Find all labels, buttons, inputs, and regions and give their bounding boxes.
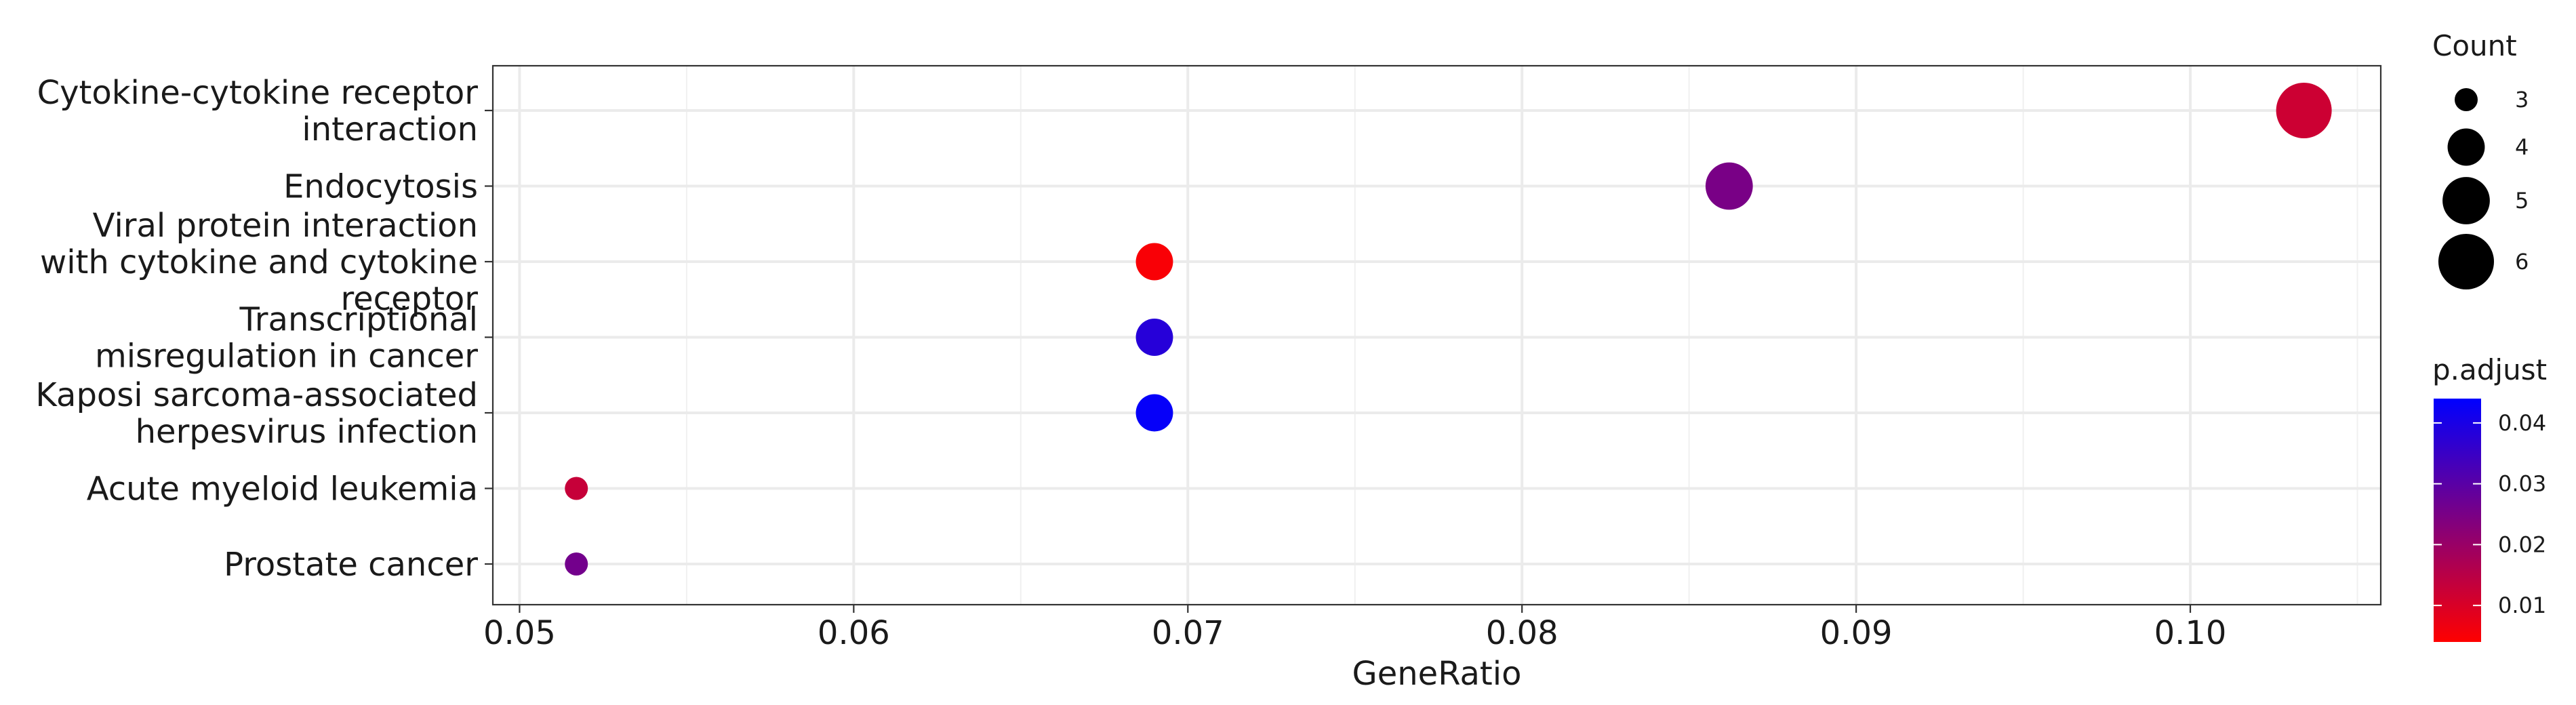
data-points (565, 83, 2332, 576)
data-point (1135, 243, 1173, 281)
x-tick-label: 0.08 (1486, 614, 1558, 652)
data-point (2276, 83, 2332, 138)
count-legend-key (2455, 88, 2478, 111)
count-size-legend: Count 3 4 5 6 (2432, 29, 2529, 289)
p-adjust-legend-label: 0.02 (2498, 531, 2546, 557)
x-tick-label: 0.07 (1152, 614, 1224, 652)
data-point (1135, 319, 1173, 356)
data-point (565, 552, 588, 576)
data-point (565, 477, 588, 500)
y-category-label: Viral protein interaction with cytokine a… (40, 207, 478, 318)
major-vertical-gridlines (518, 66, 2192, 605)
y-category-label: Prostate cancer (224, 546, 478, 584)
major-horizontal-gridlines (493, 109, 2381, 565)
count-legend-label: 3 (2515, 87, 2529, 113)
x-tick-label: 0.05 (483, 614, 556, 652)
y-category-label: Kaposi sarcoma-associated herpesvirus inf… (35, 376, 478, 451)
y-axis: Cytokine-cytokine receptor interaction End… (35, 74, 493, 584)
x-tick-label: 0.10 (2154, 614, 2227, 652)
y-category-label: Transcriptional misregulation in cancer (95, 301, 478, 376)
p-adjust-legend-title: p.adjust (2432, 353, 2547, 386)
data-point (1705, 162, 1753, 210)
count-legend-key (2442, 177, 2490, 224)
p-adjust-color-legend: p.adjust 0.01 0.02 0.03 0.04 (2432, 353, 2547, 642)
count-legend-label: 6 (2515, 249, 2529, 275)
p-adjust-legend-label: 0.03 (2498, 471, 2546, 497)
count-legend-label: 5 (2515, 188, 2529, 214)
x-axis-title: GeneRatio (1352, 655, 1522, 693)
x-axis: 0.05 0.06 0.07 0.08 0.09 0.10 (483, 605, 2226, 652)
p-adjust-legend-label: 0.04 (2498, 410, 2546, 436)
plot-panel-border (491, 64, 2382, 606)
y-category-label: Endocytosis (283, 168, 478, 206)
data-point (1135, 394, 1173, 432)
count-legend-key (2447, 128, 2485, 166)
x-tick-label: 0.09 (1820, 614, 1893, 652)
plot-panel (493, 66, 2381, 605)
p-adjust-legend-label: 0.01 (2498, 592, 2546, 618)
count-legend-label: 4 (2515, 134, 2529, 160)
y-category-label: Cytokine-cytokine receptor interaction (37, 74, 479, 148)
count-legend-key (2438, 234, 2494, 289)
y-category-label: Acute myeloid leukemia (87, 470, 478, 508)
count-legend-title: Count (2432, 29, 2517, 62)
minor-gridlines (685, 66, 2358, 605)
x-tick-label: 0.06 (818, 614, 890, 652)
p-adjust-colorbar (2434, 399, 2481, 642)
